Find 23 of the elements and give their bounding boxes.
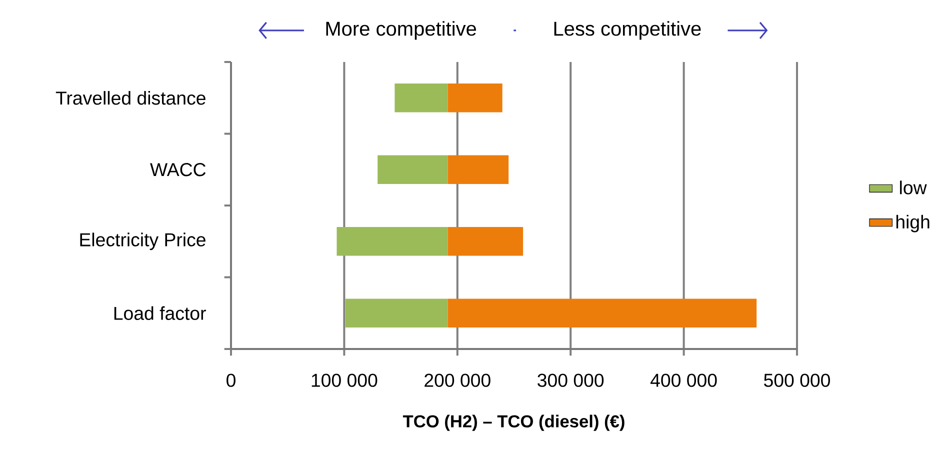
bar bbox=[448, 155, 509, 184]
bar bbox=[448, 227, 524, 256]
text: Less competitive bbox=[554, 21, 701, 40]
y-tick-label: Load factor bbox=[114, 306, 206, 320]
y-tick-label: Electricity Price bbox=[80, 232, 206, 250]
x-axis-title: TCO (H2) – TCO (diesel) (€) bbox=[402, 414, 624, 431]
x-tick-label: 100 000 bbox=[312, 374, 378, 387]
y-tick-label: WACC bbox=[150, 163, 206, 176]
bar bbox=[378, 155, 448, 184]
bar bbox=[394, 84, 448, 112]
x-tick-label: 300 000 bbox=[538, 374, 604, 387]
bar bbox=[448, 84, 502, 112]
bar bbox=[448, 298, 757, 328]
bar bbox=[345, 298, 448, 328]
legend-label: high bbox=[896, 214, 930, 232]
x-tick-label: 500 000 bbox=[764, 374, 830, 387]
x-tick-label: 200 000 bbox=[424, 374, 490, 387]
y-tick-label: Travelled distance bbox=[56, 91, 206, 105]
legend-label: low bbox=[900, 180, 927, 194]
x-tick-label: 400 000 bbox=[650, 374, 717, 387]
bar bbox=[336, 227, 448, 256]
x-tick-label: 0 bbox=[226, 374, 236, 387]
text: More competitive bbox=[326, 21, 476, 40]
